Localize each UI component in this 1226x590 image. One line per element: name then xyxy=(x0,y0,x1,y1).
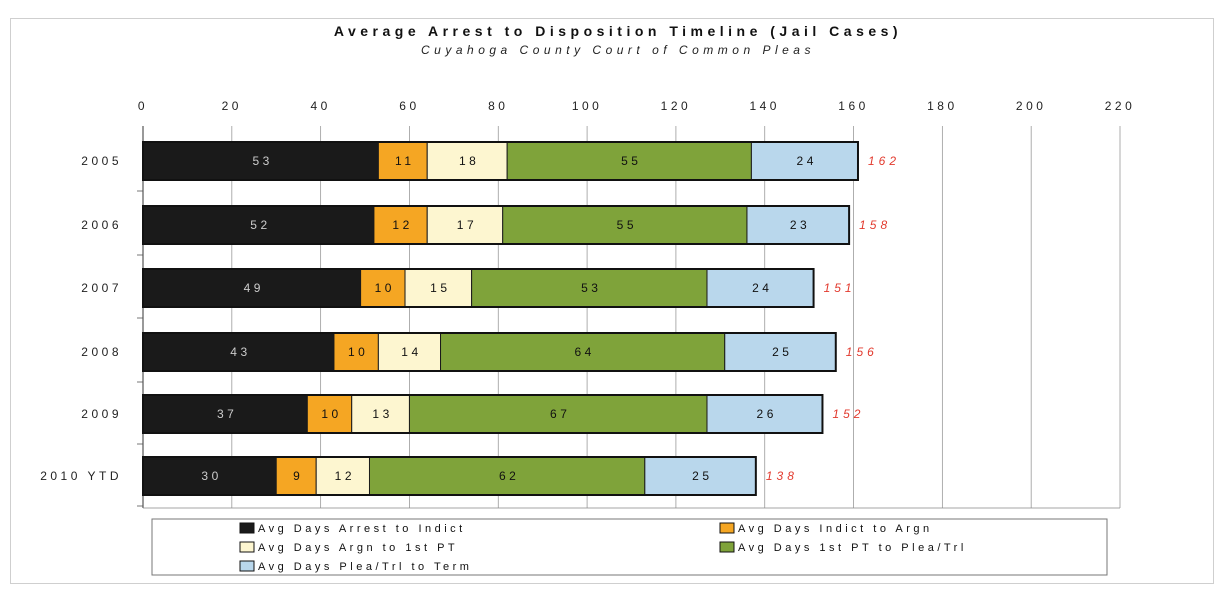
bar-outline xyxy=(142,394,824,434)
segment-value-label: 53 xyxy=(581,281,601,295)
segment-value-label: 18 xyxy=(459,154,479,168)
x-tick-label: 220 xyxy=(1105,99,1136,113)
bar-segment xyxy=(306,394,353,434)
segment-value-label: 9 xyxy=(293,469,303,483)
x-axis-ticks: 0 20 40 60 80 100 120 140 160 180 200 220 xyxy=(138,99,1136,113)
segment-value-label: 24 xyxy=(752,281,772,295)
total-label: 152 xyxy=(832,407,864,421)
segment-value-label: 15 xyxy=(430,281,450,295)
bar-segment xyxy=(750,141,859,181)
x-tick-label: 140 xyxy=(749,99,780,113)
segment-value-label: 55 xyxy=(617,218,637,232)
category-label: 2009 xyxy=(81,407,122,421)
category-label: 2008 xyxy=(81,345,122,359)
segment-value-label: 37 xyxy=(217,407,237,421)
x-tick-label: 40 xyxy=(310,99,330,113)
segment-value-label: 67 xyxy=(550,407,570,421)
segment-value-label: 10 xyxy=(348,345,368,359)
legend-entry: Avg Days 1st PT to Plea/Trl xyxy=(738,542,967,554)
x-tick-label: 160 xyxy=(838,99,869,113)
chart-frame xyxy=(10,18,1214,584)
legend: Avg Days Arrest to Indict Avg Days Indict… xyxy=(151,518,1108,576)
x-tick-label: 120 xyxy=(661,99,692,113)
total-label: 162 xyxy=(868,154,900,168)
segment-value-label: 11 xyxy=(395,154,414,168)
segment-value-label: 55 xyxy=(621,154,641,168)
segment-value-label: 43 xyxy=(230,345,250,359)
segment-value-label: 14 xyxy=(401,345,421,359)
category-label: 2007 xyxy=(81,281,122,295)
bar-segment xyxy=(440,332,726,372)
segment-value-label: 10 xyxy=(321,407,341,421)
segment-value-label: 24 xyxy=(797,154,817,168)
segment-value-label: 62 xyxy=(499,469,519,483)
segment-value-label: 17 xyxy=(457,218,477,232)
bar-segment xyxy=(142,394,308,434)
category-label: 2006 xyxy=(81,218,122,232)
legend-swatch xyxy=(239,560,255,572)
legend-entry: Avg Days Arrest to Indict xyxy=(258,523,466,535)
x-tick-label: 200 xyxy=(1016,99,1047,113)
segment-value-label: 49 xyxy=(244,281,264,295)
bar-segment xyxy=(351,394,410,434)
bar-segment xyxy=(373,205,428,245)
segment-value-label: 23 xyxy=(790,218,810,232)
segment-value-label: 30 xyxy=(201,469,221,483)
bar-outline xyxy=(142,141,859,181)
segment-value-label: 10 xyxy=(375,281,395,295)
gridlines xyxy=(137,126,1121,509)
segment-value-label: 12 xyxy=(335,469,355,483)
legend-swatch xyxy=(719,541,735,553)
segment-value-label: 25 xyxy=(772,345,792,359)
x-tick-label: 80 xyxy=(488,99,508,113)
segment-value-label: 52 xyxy=(250,218,270,232)
x-tick-label: 100 xyxy=(572,99,603,113)
x-tick-label: 0 xyxy=(138,99,148,113)
chart-title: Average Arrest to Disposition Timeline (… xyxy=(334,23,902,39)
total-label: 158 xyxy=(859,218,891,232)
legend-swatch xyxy=(719,522,735,534)
legend-box xyxy=(151,518,1108,576)
segment-value-label: 25 xyxy=(692,469,712,483)
total-label: 156 xyxy=(846,345,878,359)
bar-segment xyxy=(368,456,646,496)
bar-outline xyxy=(142,456,757,496)
legend-entry: Avg Days Indict to Argn xyxy=(738,523,933,535)
bar-outline xyxy=(142,332,837,372)
bar-segment xyxy=(506,141,752,181)
segment-value-label: 12 xyxy=(392,218,412,232)
x-tick-label: 180 xyxy=(927,99,958,113)
x-tick-label: 60 xyxy=(399,99,419,113)
legend-entry: Avg Days Argn to 1st PT xyxy=(258,542,458,554)
segment-value-label: 13 xyxy=(372,407,392,421)
bar-segment xyxy=(404,268,473,308)
total-label: 151 xyxy=(824,281,856,295)
bar-segment xyxy=(142,332,335,372)
x-tick-label: 20 xyxy=(222,99,242,113)
category-label: 2010 YTD xyxy=(40,469,122,483)
segment-value-label: 53 xyxy=(253,154,273,168)
segment-value-label: 26 xyxy=(757,407,777,421)
legend-entry: Avg Days Plea/Trl to Term xyxy=(258,561,472,573)
bar-outline xyxy=(142,205,851,245)
legend-swatch xyxy=(239,522,255,534)
total-label: 138 xyxy=(766,469,798,483)
bars: 2005 53 11 18 55 24 162 2006 52 12 17 55 23 158 2007 49… xyxy=(40,141,900,496)
bar-segment xyxy=(333,332,379,372)
segment-value-label: 64 xyxy=(574,345,594,359)
bar-outline xyxy=(142,268,815,308)
category-label: 2005 xyxy=(81,154,122,168)
legend-swatch xyxy=(239,541,255,553)
chart-subtitle: Cuyahoga County Court of Common Pleas xyxy=(421,43,815,57)
